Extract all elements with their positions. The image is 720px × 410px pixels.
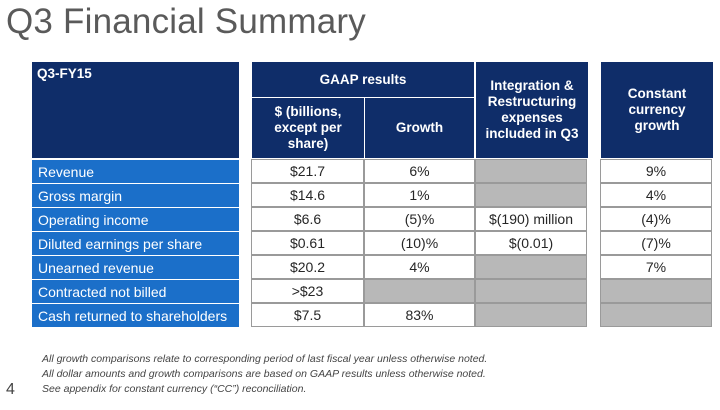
cell-cc	[600, 303, 712, 327]
cell-integration: $(0.01)	[475, 231, 587, 255]
cell-dollars: $6.6	[251, 207, 364, 231]
cell-dollars: $7.5	[251, 303, 364, 327]
corner-header: Q3-FY15	[32, 62, 239, 158]
integration-column-label: Integration & Restructuring expenses inc…	[485, 78, 579, 141]
cell-growth: (5)%	[364, 207, 475, 231]
cell-growth: 83%	[364, 303, 475, 327]
footnotes: All growth comparisons relate to corresp…	[42, 352, 487, 397]
gaap-results-label: GAAP results	[319, 71, 407, 87]
cc-column-header: Constant currency growth	[601, 62, 713, 158]
slide-title: Q3 Financial Summary	[6, 2, 366, 41]
row-label: Contracted not billed	[32, 280, 239, 303]
cell-integration	[475, 159, 587, 183]
row-label: Unearned revenue	[32, 256, 239, 279]
cell-growth	[364, 279, 475, 303]
cell-integration	[475, 279, 587, 303]
growth-column-label: Growth	[395, 120, 444, 135]
row-label: Diluted earnings per share	[32, 232, 239, 255]
cell-growth: 4%	[364, 255, 475, 279]
cell-cc: 4%	[600, 183, 712, 207]
cell-integration	[475, 255, 587, 279]
footnote: See appendix for constant currency (“CC”…	[42, 383, 307, 395]
dollars-column-label: $ (billions, except per share)	[274, 104, 342, 151]
gaap-results-header: GAAP results	[252, 62, 474, 97]
cell-cc: (7)%	[600, 231, 712, 255]
footnote: All dollar amounts and growth comparison…	[42, 368, 486, 380]
dollars-column-header: $ (billions, except per share)	[252, 98, 365, 158]
row-label: Operating income	[32, 208, 239, 231]
cell-dollars: $14.6	[251, 183, 364, 207]
corner-label: Q3-FY15	[37, 66, 92, 81]
cell-cc	[600, 279, 712, 303]
cell-cc: 9%	[600, 159, 712, 183]
cell-cc: (4)%	[600, 207, 712, 231]
cell-integration: $(190) million	[475, 207, 587, 231]
integration-column-header: Integration & Restructuring expenses inc…	[476, 62, 588, 158]
cell-integration	[475, 183, 587, 207]
cell-dollars: $0.61	[251, 231, 364, 255]
page-number: 4	[6, 381, 15, 398]
cell-growth: 1%	[364, 183, 475, 207]
cell-integration	[475, 303, 587, 327]
cell-dollars: >$23	[251, 279, 364, 303]
cell-dollars: $21.7	[251, 159, 364, 183]
cc-column-label: Constant currency growth	[627, 86, 687, 133]
footnote: All growth comparisons relate to corresp…	[42, 353, 488, 365]
row-label: Gross margin	[32, 184, 239, 207]
row-label: Revenue	[32, 160, 239, 183]
row-label: Cash returned to shareholders	[32, 304, 239, 327]
cell-dollars: $20.2	[251, 255, 364, 279]
cell-cc: 7%	[600, 255, 712, 279]
cell-growth: (10)%	[364, 231, 475, 255]
cell-growth: 6%	[364, 159, 475, 183]
growth-column-header: Growth	[365, 98, 474, 158]
